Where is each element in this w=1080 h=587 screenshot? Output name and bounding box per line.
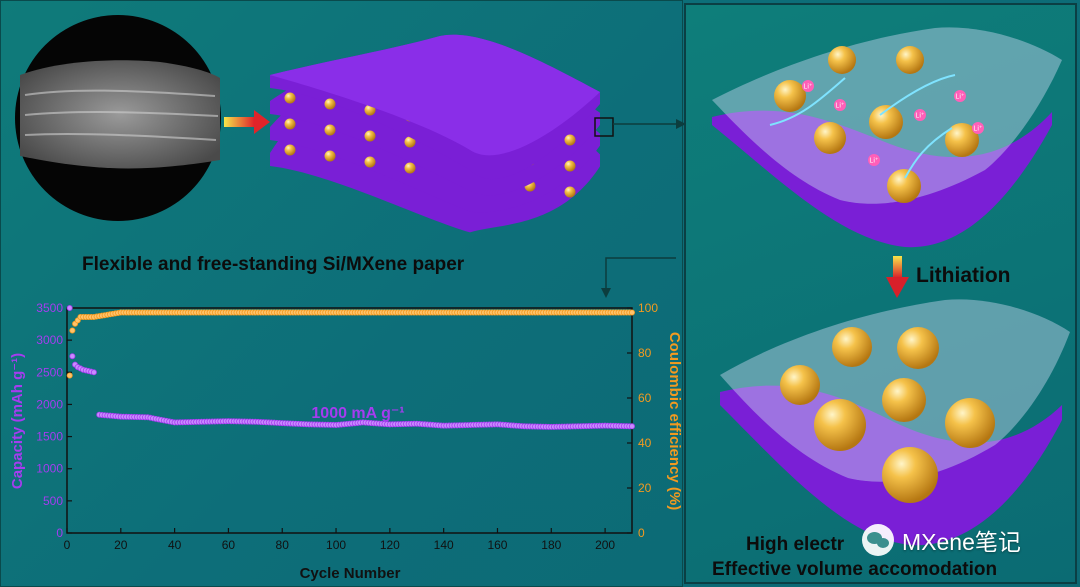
- si-sphere-expanded: [882, 447, 938, 503]
- y-left-tick-label: 3000: [36, 333, 63, 347]
- after-lithiation-schematic: [720, 299, 1070, 546]
- y-axis-right-label: Coulombic efficiency (%): [666, 332, 683, 510]
- x-tick-label: 0: [64, 538, 71, 552]
- y-right-tick-label: 100: [638, 301, 658, 315]
- si-particle: [364, 130, 376, 142]
- watermark-text: MXene笔记: [902, 529, 1021, 555]
- si-sphere: [774, 80, 806, 112]
- rate-annotation: 1000 mA g⁻¹: [311, 405, 404, 422]
- li-ion-dot: [972, 122, 984, 134]
- x-tick-label: 120: [380, 538, 400, 552]
- before-lithiation-schematic: Li⁺ Li⁺ Li⁺ Li⁺ Li⁺ Li⁺: [712, 27, 1062, 248]
- si-sphere-expanded: [814, 399, 866, 451]
- si-sphere: [887, 169, 921, 203]
- x-tick-label: 160: [487, 538, 507, 552]
- x-tick-label: 20: [114, 538, 128, 552]
- li-ion-dot: [802, 80, 814, 92]
- zoom-connector: [594, 117, 686, 298]
- y-left-tick-label: 2500: [36, 365, 63, 379]
- si-particle: [284, 118, 296, 130]
- y-axis-left-label: Capacity (mAh g⁻¹): [9, 353, 26, 489]
- capacity-point: [66, 304, 73, 311]
- li-ion-dot: [868, 154, 880, 166]
- sem-image: [15, 15, 221, 221]
- si-sphere: [945, 123, 979, 157]
- li-ion-label: Li⁺: [955, 93, 964, 101]
- si-sphere: [869, 105, 903, 139]
- y-right-tick-label: 40: [638, 436, 652, 450]
- si-sphere-expanded: [780, 365, 820, 405]
- li-ion-label: Li⁺: [915, 112, 924, 120]
- x-axis-label: Cycle Number: [300, 565, 401, 582]
- x-tick-label: 180: [541, 538, 561, 552]
- layered-paper-stack: [270, 34, 600, 233]
- li-ion-label: Li⁺: [869, 157, 878, 165]
- x-tick-label: 80: [276, 538, 290, 552]
- y-left-tick-label: 500: [43, 494, 63, 508]
- si-particle: [324, 150, 336, 162]
- y-right-tick-label: 20: [638, 481, 652, 495]
- li-ion-label: Li⁺: [835, 102, 844, 110]
- li-ion-dot: [954, 90, 966, 102]
- si-sphere: [814, 122, 846, 154]
- paper-caption: Flexible and free-standing Si/MXene pape…: [82, 254, 465, 275]
- si-particle: [284, 92, 296, 104]
- li-ion-dot: [834, 99, 846, 111]
- lithiation-arrow: [886, 256, 909, 298]
- efficiency-point: [66, 372, 73, 379]
- y-right-tick-label: 80: [638, 346, 652, 360]
- y-right-tick-label: 60: [638, 391, 652, 405]
- si-sphere-expanded: [897, 327, 939, 369]
- y-left-tick-label: 3500: [36, 301, 63, 315]
- si-particle: [564, 186, 576, 198]
- capacity-point: [90, 369, 97, 376]
- x-tick-label: 100: [326, 538, 346, 552]
- capacity-chart: 0 20 40 60 80 100 120 140 160 180 200 050010001500…: [9, 301, 683, 582]
- li-ion-dot: [914, 109, 926, 121]
- bottom-caption-line1: High electr: [746, 534, 845, 555]
- si-particle: [364, 156, 376, 168]
- si-sphere: [828, 46, 856, 74]
- si-sphere-expanded: [882, 378, 926, 422]
- si-particle: [404, 162, 416, 174]
- efficiency-point: [69, 327, 76, 334]
- li-ion-label: Li⁺: [803, 83, 812, 91]
- y-left-tick-label: 1500: [36, 430, 63, 444]
- wechat-icon: [862, 524, 894, 556]
- bottom-caption-line2: Effective volume accomodation: [712, 559, 998, 580]
- arrow-sem-to-paper: [224, 110, 270, 134]
- y-left-tick-label: 1000: [36, 462, 63, 476]
- x-tick-label: 140: [434, 538, 454, 552]
- watermark: MXene笔记: [862, 524, 1021, 556]
- efficiency-point: [629, 309, 636, 316]
- plot-frame: [66, 307, 633, 534]
- si-sphere: [896, 46, 924, 74]
- si-particle: [404, 136, 416, 148]
- capacity-point: [69, 353, 76, 360]
- si-particle: [324, 98, 336, 110]
- y-left-tick-label: 2000: [36, 397, 63, 411]
- si-sphere-expanded: [945, 398, 995, 448]
- si-sphere-expanded: [832, 327, 872, 367]
- x-tick-label: 200: [595, 538, 615, 552]
- si-particle: [564, 134, 576, 146]
- si-particle: [324, 124, 336, 136]
- y-left-tick-label: 0: [56, 526, 63, 540]
- li-ion-label: Li⁺: [973, 125, 982, 133]
- x-tick-label: 40: [168, 538, 182, 552]
- y-right-tick-label: 0: [638, 526, 645, 540]
- capacity-point: [629, 423, 636, 430]
- si-particle: [564, 160, 576, 172]
- x-tick-label: 60: [222, 538, 236, 552]
- lithiation-label: Lithiation: [916, 264, 1011, 287]
- si-particle: [284, 144, 296, 156]
